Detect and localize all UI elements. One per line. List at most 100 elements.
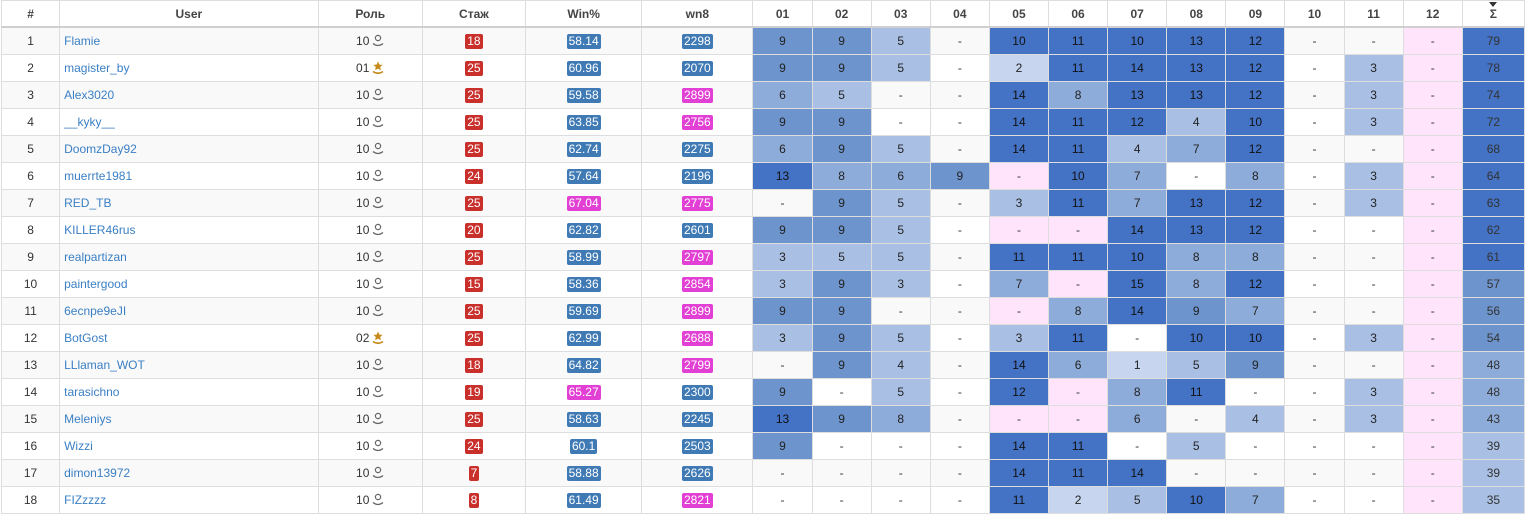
table-row[interactable]: 6 muerrte1981 10 24 57.64 2196 13 8 6 9-10 7-8-3-6… <box>0 162 1526 190</box>
round-08-cell: 7 <box>1166 135 1227 163</box>
table-row[interactable]: 11 6ecnpe9eJI 10 25 59.69 2899 9 9- - -8 14 9 7- - -56 <box>0 297 1526 325</box>
user-link[interactable]: Alex3020 <box>64 88 115 102</box>
user-link[interactable]: dimon13972 <box>64 466 131 480</box>
round-07-cell: 15 <box>1107 270 1168 298</box>
col-round-11-header[interactable]: 11 <box>1343 0 1404 28</box>
table-row[interactable]: 16 Wizzi 10 24 60.1 2503 9- - -14 11-5- - - -39 <box>0 432 1526 460</box>
col-round-07-header[interactable]: 07 <box>1107 0 1168 28</box>
role-value: 10 <box>356 114 370 129</box>
user-cell: DoomzDay92 <box>59 135 319 163</box>
table-row[interactable]: 5 DoomzDay92 10 25 62.74 2275 6 9 5-14 11 4 7 12- - -6… <box>0 135 1526 163</box>
table-row[interactable]: 1 Flamie 10 18 58.14 2298 9 9 5-10 11 10 13 12- - -79 <box>0 26 1526 55</box>
col-num-header[interactable]: # <box>0 0 61 28</box>
table-row[interactable]: 8 KILLER46rus 10 20 62.82 2601 9 9 5- - -14 13 12- - -… <box>0 216 1526 244</box>
round-07-cell: 10 <box>1107 26 1168 55</box>
round-05-cell: 12 <box>988 378 1050 406</box>
round-04-cell: - <box>929 351 990 379</box>
wn8-cell: 2503 <box>641 432 754 460</box>
col-user-header[interactable]: User <box>59 0 319 28</box>
round-12-cell: - <box>1402 189 1463 217</box>
table-row[interactable]: 4 __kyky__ 10 25 63.85 2756 9 9- -14 11 12 4 10-3-72 <box>0 108 1526 136</box>
round-08-cell: 10 <box>1166 486 1227 514</box>
table-row[interactable]: 7 RED_TB 10 25 67.04 2775-9 5-3 11 7 13 12-3-63 <box>0 189 1526 217</box>
row-number: 11 <box>0 297 61 325</box>
col-round-12-header[interactable]: 12 <box>1402 0 1463 28</box>
col-win-header[interactable]: Win% <box>525 0 643 28</box>
col-round-05-header[interactable]: 05 <box>988 0 1050 28</box>
col-round-04-header[interactable]: 04 <box>929 0 990 28</box>
table-row[interactable]: 18 FIZzzzz 10 8 61.49 2821- - - -11 2 5 10 7- - -35 <box>0 486 1526 514</box>
round-10-cell: - <box>1284 243 1345 271</box>
total-cell: 61 <box>1461 243 1526 271</box>
user-link[interactable]: tarasichno <box>64 385 120 399</box>
round-08-cell: 8 <box>1166 243 1227 271</box>
col-role-header[interactable]: Роль <box>317 0 423 28</box>
user-link[interactable]: realpartizan <box>64 250 127 264</box>
user-cell: KILLER46rus <box>59 216 319 244</box>
col-stazh-header[interactable]: Стаж <box>421 0 527 28</box>
soldier-icon <box>372 88 384 103</box>
round-05-cell: 14 <box>988 432 1050 460</box>
round-04-cell: - <box>929 297 990 325</box>
row-number: 7 <box>0 189 61 217</box>
col-round-06-header[interactable]: 06 <box>1047 0 1109 28</box>
round-11-cell: - <box>1343 432 1404 460</box>
user-link[interactable]: RED_TB <box>64 196 112 210</box>
round-04-cell: - <box>929 135 990 163</box>
table-row[interactable]: 15 Meleniys 10 25 58.63 2245 13 9 8- - -6-4-3-43 <box>0 405 1526 433</box>
user-link[interactable]: 6ecnpe9eJI <box>64 304 127 318</box>
col-total-header[interactable]: Σ <box>1461 0 1526 28</box>
round-08-cell: 5 <box>1166 351 1227 379</box>
row-number: 14 <box>0 378 61 406</box>
row-number: 9 <box>0 243 61 271</box>
table-row[interactable]: 13 LLlaman_WOT 10 18 64.82 2799-9 4-14 6 1 5 9- - -4… <box>0 351 1526 379</box>
round-09-cell: 8 <box>1225 162 1286 190</box>
total-cell: 68 <box>1461 135 1526 163</box>
col-round-10-header[interactable]: 10 <box>1284 0 1345 28</box>
table-row[interactable]: 12 BotGost 02 25 62.99 2688 3 9 5-3 11-10 10-3-54 <box>0 324 1526 352</box>
col-round-01-header[interactable]: 01 <box>752 0 813 28</box>
col-round-08-header[interactable]: 08 <box>1166 0 1227 28</box>
col-round-09-header[interactable]: 09 <box>1225 0 1286 28</box>
user-link[interactable]: paintergood <box>64 277 128 291</box>
user-link[interactable]: magister_by <box>64 61 130 75</box>
user-link[interactable]: Meleniys <box>64 412 112 426</box>
role-value: 10 <box>356 384 370 399</box>
round-02-cell: - <box>811 378 872 406</box>
wn8-cell: 2899 <box>641 81 754 109</box>
user-link[interactable]: BotGost <box>64 331 108 345</box>
win-badge: 60.1 <box>569 438 598 454</box>
stazh-badge: 25 <box>465 141 483 157</box>
round-03-cell: 5 <box>870 243 931 271</box>
wn8-cell: 2601 <box>641 216 754 244</box>
user-link[interactable]: Flamie <box>64 34 101 48</box>
user-link[interactable]: DoomzDay92 <box>64 142 137 156</box>
win-cell: 65.27 <box>525 378 643 406</box>
table-row[interactable]: 3 Alex3020 10 25 59.58 2899 6 5- -14 8 13 13 12-3-74 <box>0 81 1526 109</box>
user-cell: RED_TB <box>59 189 319 217</box>
round-03-cell: 5 <box>870 216 931 244</box>
round-03-cell: - <box>870 459 931 487</box>
round-09-cell: - <box>1225 378 1286 406</box>
header-label: 11 <box>1367 6 1380 21</box>
role-cell: 10 <box>317 216 423 244</box>
user-link[interactable]: muerrte1981 <box>64 169 133 183</box>
user-link[interactable]: LLlaman_WOT <box>64 358 145 372</box>
table-row[interactable]: 14 tarasichno 10 19 65.27 2300 9-5-12-8 11- -3-4… <box>0 378 1526 406</box>
win-cell: 62.74 <box>525 135 643 163</box>
user-link[interactable]: __kyky__ <box>64 115 115 129</box>
table-row[interactable]: 9 realpartizan 10 25 58.99 2797 3 5 5-11 11 10 8 8- -… <box>0 243 1526 271</box>
col-wn8-header[interactable]: wn8 <box>641 0 754 28</box>
user-link[interactable]: Wizzi <box>64 439 93 453</box>
table-row[interactable]: 17 dimon13972 10 7 58.88 2626- - - -14 11 14- - - - -3… <box>0 459 1526 487</box>
win-badge: 62.74 <box>566 141 601 157</box>
user-link[interactable]: KILLER46rus <box>64 223 136 237</box>
col-round-02-header[interactable]: 02 <box>811 0 872 28</box>
table-row[interactable]: 2 magister_by 01 25 60.96 2070 9 9 5-2 11 14 13 12-3… <box>0 54 1526 82</box>
table-row[interactable]: 10 paintergood 10 15 58.36 2854 3 9 3-7-15 8 12- - -… <box>0 270 1526 298</box>
round-01-cell: 13 <box>752 405 813 433</box>
user-link[interactable]: FIZzzzz <box>64 493 107 507</box>
user-cell: dimon13972 <box>59 459 319 487</box>
col-round-03-header[interactable]: 03 <box>870 0 931 28</box>
round-09-cell: 7 <box>1225 297 1286 325</box>
